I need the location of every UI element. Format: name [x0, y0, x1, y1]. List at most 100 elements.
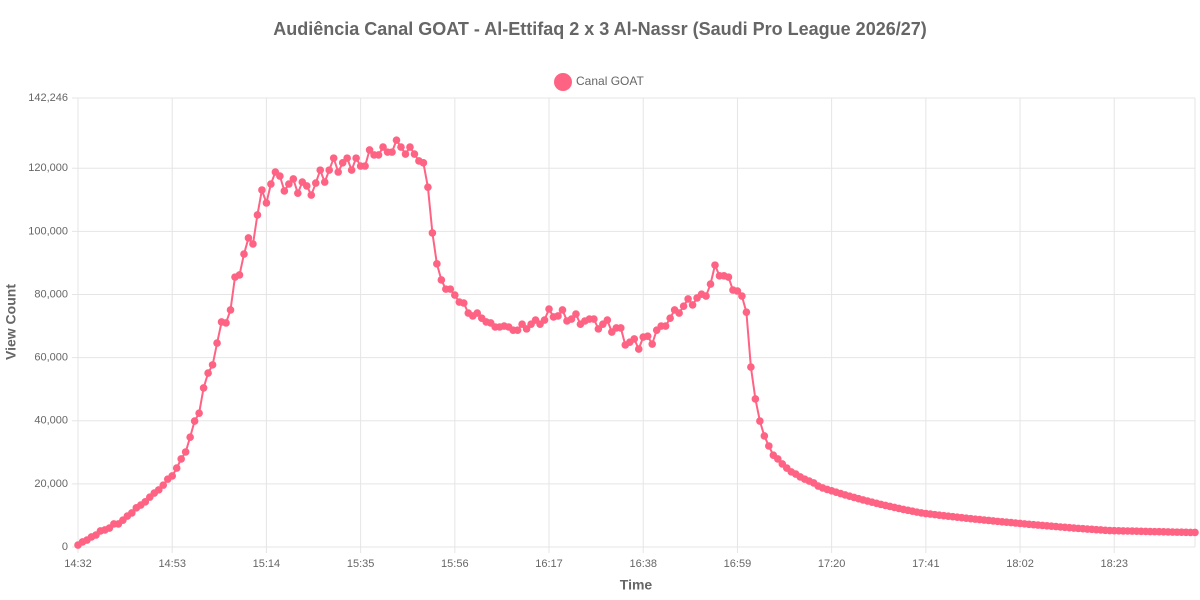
x-tick-label: 18:02: [1006, 558, 1034, 570]
y-tick-label: 142,246: [28, 92, 68, 104]
data-point: [666, 314, 674, 322]
data-point: [742, 308, 751, 316]
data-point: [244, 234, 253, 242]
y-tick-label: 120,000: [28, 162, 68, 174]
data-point: [590, 315, 598, 323]
data-point: [724, 273, 733, 281]
data-point: [302, 182, 311, 190]
y-tick-label: 40,000: [34, 415, 68, 427]
data-point: [352, 154, 360, 162]
x-tick-label: 14:32: [64, 558, 92, 570]
x-tick-label: 16:38: [629, 558, 657, 570]
data-point: [289, 175, 298, 183]
data-point: [459, 299, 468, 307]
data-point: [262, 199, 271, 207]
data-point: [325, 166, 334, 174]
data-point: [706, 280, 715, 288]
data-point: [401, 150, 410, 158]
data-point: [177, 455, 185, 463]
data-point: [276, 172, 284, 180]
y-tick-label: 0: [62, 541, 68, 553]
data-point: [347, 166, 356, 174]
y-axis-title: View Count: [3, 284, 19, 360]
data-point: [733, 287, 742, 295]
data-point: [343, 154, 351, 162]
x-tick-label: 18:23: [1100, 558, 1128, 570]
data-point: [616, 324, 625, 332]
data-point: [329, 154, 338, 162]
data-point: [338, 159, 347, 167]
x-tick-label: 16:59: [724, 558, 752, 570]
data-point: [643, 332, 652, 340]
data-point: [433, 260, 441, 268]
data-point: [186, 433, 194, 441]
data-point: [675, 309, 683, 317]
data-point: [154, 486, 163, 494]
data-point: [307, 191, 316, 199]
x-axis-title: Time: [620, 577, 653, 593]
x-tick-label: 16:17: [535, 558, 563, 570]
data-point: [235, 271, 244, 279]
data-point: [522, 325, 531, 333]
data-point: [374, 151, 383, 159]
x-tick-label: 14:53: [158, 558, 186, 570]
data-point: [774, 455, 782, 463]
data-point: [634, 345, 643, 353]
data-point: [437, 276, 446, 284]
data-point: [388, 148, 396, 156]
data-point: [603, 316, 612, 324]
data-point: [379, 143, 387, 151]
data-point: [751, 395, 760, 403]
data-point: [518, 320, 526, 328]
x-tick-label: 17:41: [912, 558, 940, 570]
data-point: [168, 472, 177, 480]
legend-marker: [554, 73, 572, 91]
data-point: [240, 250, 248, 258]
data-point: [172, 464, 181, 472]
data-point: [285, 180, 293, 188]
data-point: [397, 143, 405, 151]
data-point: [446, 285, 455, 293]
data-point: [594, 325, 603, 333]
data-point: [630, 335, 639, 343]
data-point: [688, 301, 697, 309]
y-tick-label: 60,000: [34, 352, 68, 364]
data-point: [213, 339, 221, 347]
data-point: [190, 417, 199, 425]
data-point: [451, 291, 459, 299]
data-point: [311, 179, 320, 187]
data-point: [204, 369, 212, 377]
data-point: [540, 316, 549, 324]
data-point: [711, 261, 719, 269]
data-point: [159, 481, 168, 489]
data-point: [406, 143, 414, 151]
x-tick-label: 15:56: [441, 558, 469, 570]
data-point: [128, 509, 136, 517]
data-point: [473, 309, 482, 317]
data-point: [294, 189, 302, 197]
data-point: [513, 326, 522, 334]
data-point: [684, 295, 692, 303]
data-point: [258, 186, 266, 194]
data-point: [572, 310, 580, 318]
data-point: [1191, 528, 1199, 537]
data-point: [567, 315, 576, 323]
data-point: [222, 319, 230, 327]
data-point: [226, 306, 235, 314]
data-point: [679, 302, 688, 310]
data-point: [747, 363, 755, 371]
data-point: [738, 292, 746, 300]
y-tick-label: 100,000: [28, 225, 68, 237]
data-point: [424, 183, 432, 191]
data-point: [702, 292, 710, 300]
data-point: [320, 178, 329, 186]
data-point: [199, 384, 208, 392]
x-tick-label: 15:14: [253, 558, 281, 570]
x-tick-label: 15:35: [347, 558, 375, 570]
data-point: [316, 166, 325, 174]
data-point: [334, 168, 342, 176]
data-point: [545, 305, 553, 313]
data-point: [410, 150, 419, 158]
data-point: [253, 211, 262, 219]
